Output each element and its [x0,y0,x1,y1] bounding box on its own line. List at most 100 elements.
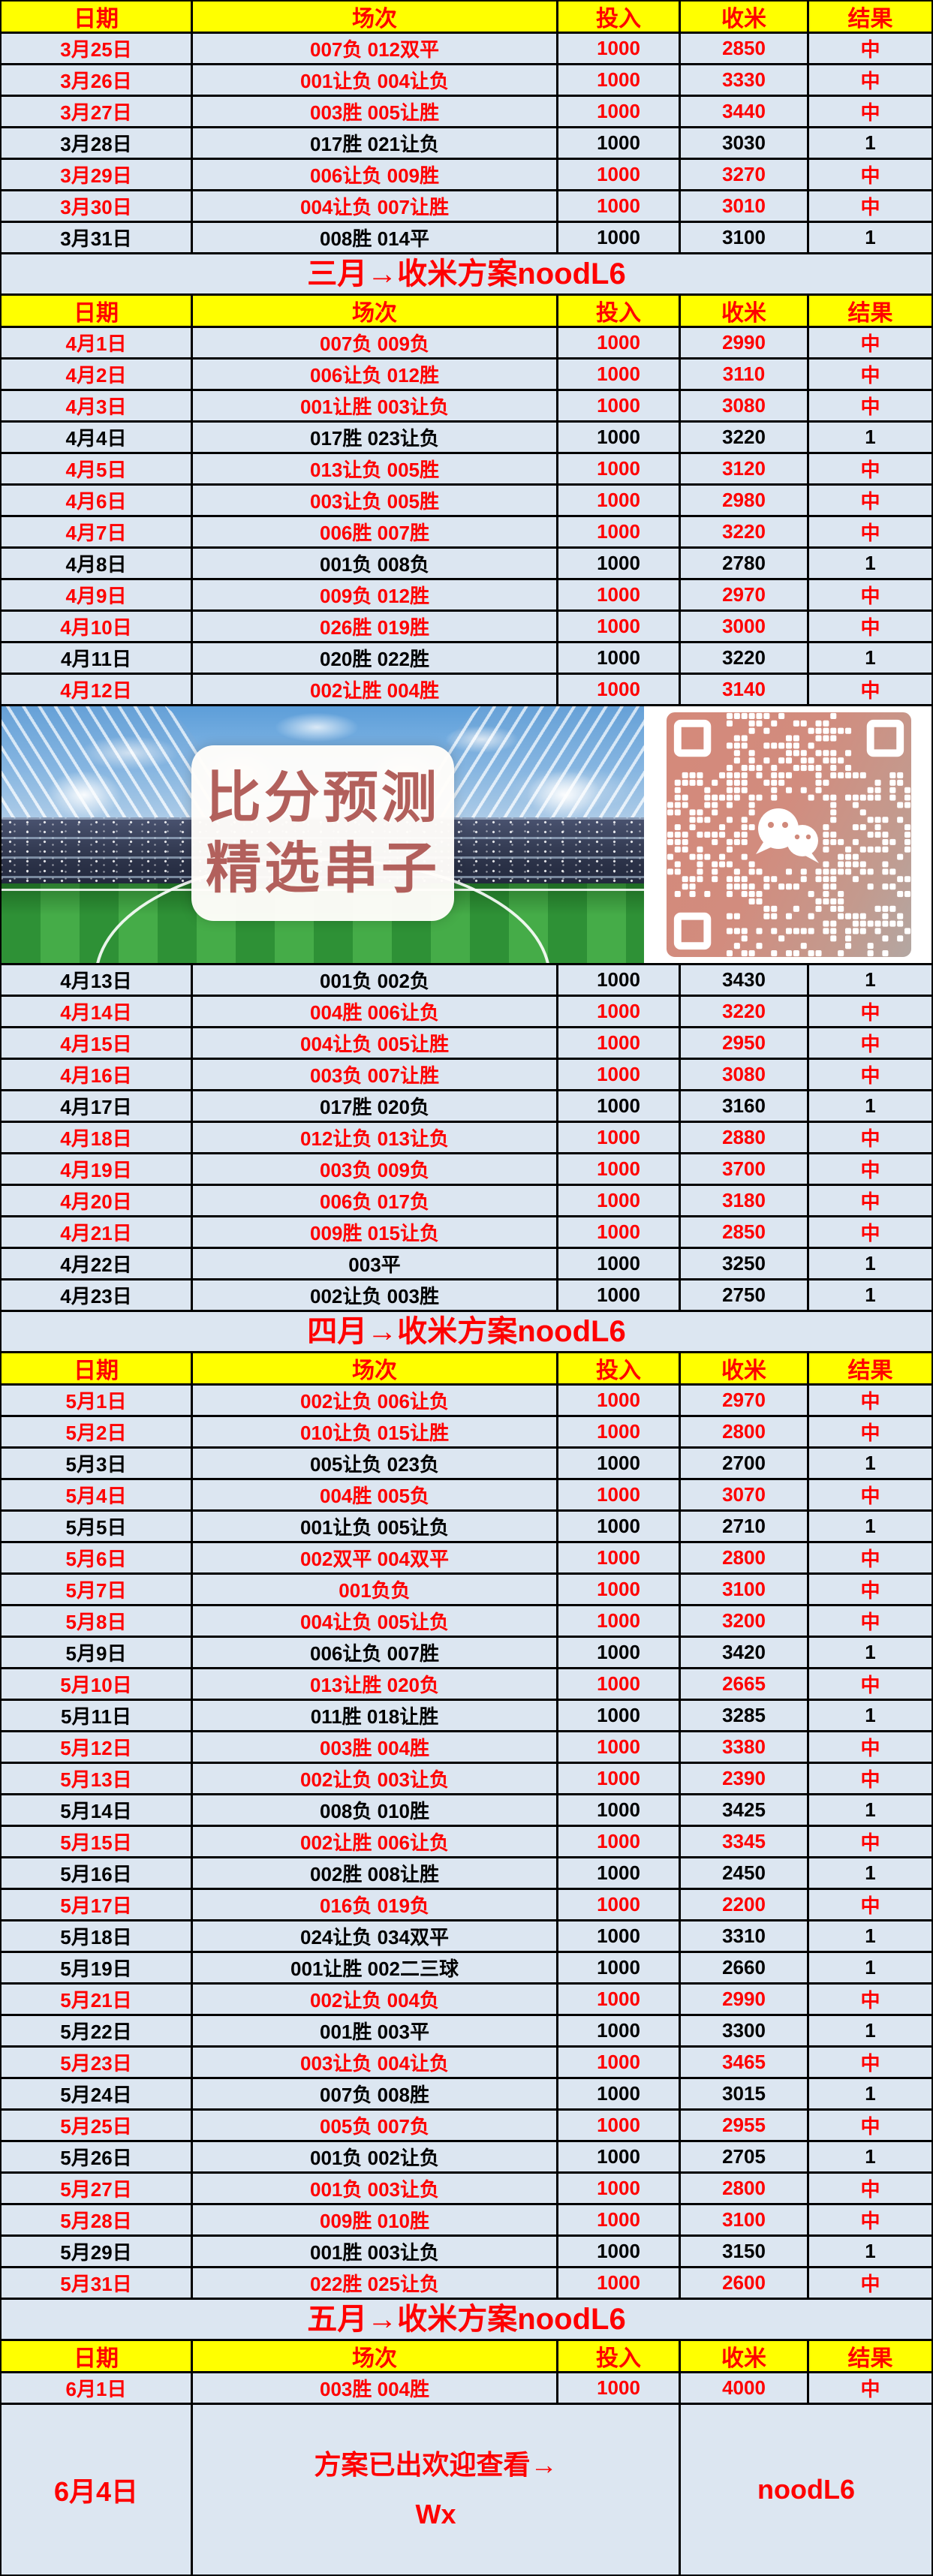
month-summary-banner: 五月→收米方案noodL6 [2,2300,931,2339]
table-row: 4月9日 009负 012胜 1000 2970 中 [2,580,931,609]
date-cell: 4月11日 [2,643,191,673]
matches-cell: 002胜 008让胜 [193,1858,556,1888]
stake-cell: 1000 [558,643,679,673]
return-cell: 2955 [681,2111,807,2140]
stake-cell: 1000 [558,1732,679,1762]
table-row: 5月21日 002让负 004负 1000 2990 中 [2,1985,931,2014]
column-header-3: 收米 [681,2341,807,2371]
result-cell: 1 [809,2016,931,2045]
result-cell: 中 [809,97,931,126]
stake-cell: 1000 [558,1827,679,1856]
date-cell: 5月18日 [2,1921,191,1951]
table-row: 4月6日 003让负 005胜 1000 2980 中 [2,486,931,515]
date-cell: 5月21日 [2,1985,191,2014]
matches-cell: 026胜 019胜 [193,612,556,641]
matches-cell: 003让负 004让负 [193,2048,556,2077]
return-cell: 2390 [681,1764,807,1793]
result-cell: 中 [809,1060,931,1089]
result-cell: 中 [809,612,931,641]
date-cell: 4月8日 [2,549,191,578]
date-cell: 4月20日 [2,1186,191,1215]
stake-cell: 1000 [558,360,679,389]
date-cell: 5月11日 [2,1701,191,1730]
table-row: 4月18日 012让负 013让负 1000 2880 中 [2,1123,931,1152]
table-row: 6月1日 003胜 004胜 1000 4000 中 [2,2373,931,2403]
result-cell: 1 [809,223,931,252]
stake-cell: 1000 [558,391,679,420]
result-cell: 中 [809,1827,931,1856]
stake-cell: 1000 [558,34,679,63]
date-cell: 4月13日 [2,965,191,995]
table-row: 4月14日 004胜 006让负 1000 3220 中 [2,997,931,1026]
stake-cell: 1000 [558,997,679,1026]
return-cell: 3150 [681,2237,807,2266]
return-cell: 3140 [681,675,807,704]
column-header-row: 日期 场次 投入 收米 结果 [2,296,931,326]
return-cell: 3000 [681,612,807,641]
wechat-qr-code [664,710,913,959]
result-cell: 1 [809,1280,931,1310]
matches-cell: 005让负 023负 [193,1449,556,1478]
return-cell: 2800 [681,1543,807,1572]
table-row: 5月11日 011胜 018让胜 1000 3285 1 [2,1701,931,1730]
matches-cell: 003胜 004胜 [193,2373,556,2403]
table-row: 5月2日 010让负 015让胜 1000 2800 中 [2,1417,931,1446]
matches-cell: 013让负 005胜 [193,454,556,483]
date-cell: 3月30日 [2,191,191,221]
stake-cell: 1000 [558,223,679,252]
result-cell: 1 [809,965,931,995]
matches-cell: 007负 008胜 [193,2079,556,2108]
date-cell: 5月28日 [2,2205,191,2234]
return-cell: 3110 [681,360,807,389]
table-row: 3月27日 003胜 005让胜 1000 3440 中 [2,97,931,126]
date-cell: 5月10日 [2,1669,191,1699]
return-cell: 3010 [681,191,807,221]
result-cell: 中 [809,454,931,483]
date-cell: 4月22日 [2,1249,191,1278]
table-row: 3月25日 007负 012双平 1000 2850 中 [2,34,931,63]
stake-cell: 1000 [558,517,679,546]
promo-message-cell: 方案已出欢迎查看→ Wx [193,2405,679,2574]
table-row: 4月7日 006胜 007胜 1000 3220 中 [2,517,931,546]
return-cell: 3080 [681,1060,807,1089]
stake-cell: 1000 [558,1417,679,1446]
matches-cell: 009负 012胜 [193,580,556,609]
return-cell: 3200 [681,1606,807,1636]
return-cell: 2950 [681,1028,807,1058]
stake-cell: 1000 [558,1091,679,1121]
return-cell: 3330 [681,65,807,95]
date-cell: 4月5日 [2,454,191,483]
matches-cell: 017胜 020负 [193,1091,556,1121]
table-row: 4月21日 009胜 015让负 1000 2850 中 [2,1217,931,1247]
result-cell: 中 [809,1764,931,1793]
stake-cell: 1000 [558,2174,679,2203]
month-summary-banner: 三月→收米方案noodL6 [2,254,931,293]
return-cell: 2780 [681,549,807,578]
stake-cell: 1000 [558,965,679,995]
date-cell: 5月14日 [2,1795,191,1825]
column-header-row: 日期 场次 投入 收米 结果 [2,2341,931,2371]
column-header-2: 投入 [558,1353,679,1383]
result-cell: 1 [809,1953,931,1982]
date-cell: 4月15日 [2,1028,191,1058]
matches-cell: 001让负 005让负 [193,1512,556,1541]
score-prediction-box: 比分预测 精选串子 [191,745,454,921]
date-cell: 5月3日 [2,1449,191,1478]
stake-cell: 1000 [558,1280,679,1310]
column-header-0: 日期 [2,2,191,32]
column-header-0: 日期 [2,1353,191,1383]
result-cell: 中 [809,1123,931,1152]
banner-title-line2: 精选串子 [206,837,440,899]
result-cell: 中 [809,1480,931,1509]
stake-cell: 1000 [558,1154,679,1184]
table-row: 4月4日 017胜 023让负 1000 3220 1 [2,423,931,452]
floodlight-icon [47,771,122,819]
result-cell: 1 [809,128,931,158]
result-cell: 1 [809,1449,931,1478]
table-row: 5月5日 001让负 005让负 1000 2710 1 [2,1512,931,1541]
matches-cell: 001负 008负 [193,549,556,578]
stake-cell: 1000 [558,2048,679,2077]
matches-cell: 004让负 005让胜 [193,1028,556,1058]
return-cell: 3465 [681,2048,807,2077]
